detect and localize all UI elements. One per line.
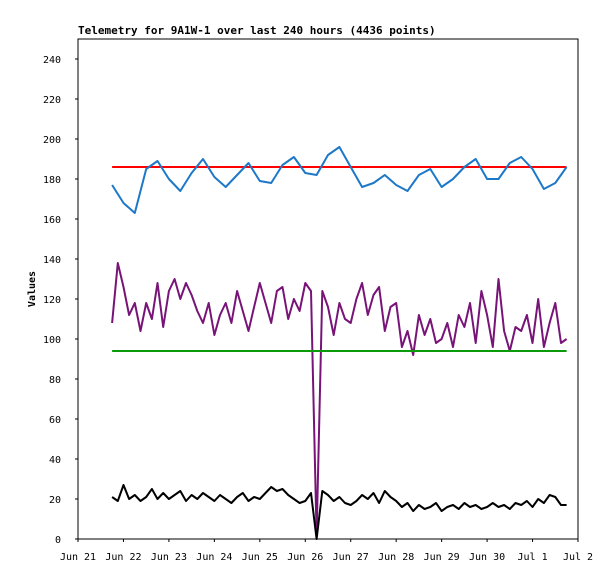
plot-frame bbox=[77, 38, 579, 540]
y-axis: 0 20 40 60 80 100 120 140 160 180 200 220 240 bbox=[43, 55, 78, 546]
series-line-3 bbox=[111, 262, 568, 536]
y-tick-label: 220 bbox=[43, 95, 61, 106]
y-axis-label: Values bbox=[27, 271, 38, 307]
x-tick-label: Jun 25 bbox=[242, 552, 278, 563]
y-tick-label: 100 bbox=[43, 335, 61, 346]
x-tick-label: Jun 29 bbox=[424, 552, 460, 563]
series-layer bbox=[111, 146, 568, 540]
y-tick-label: 20 bbox=[49, 495, 61, 506]
y-tick-label: 80 bbox=[49, 375, 61, 386]
y-tick-label: 180 bbox=[43, 175, 61, 186]
x-tick-label: Jun 23 bbox=[151, 552, 187, 563]
y-tick-label: 120 bbox=[43, 295, 61, 306]
series-line-5 bbox=[111, 484, 567, 540]
x-tick-label: Jun 30 bbox=[469, 552, 505, 563]
chart-title: Telemetry for 9A1W-1 over last 240 hours… bbox=[78, 24, 436, 37]
x-tick-label: Jun 24 bbox=[196, 552, 232, 563]
series-line-2 bbox=[111, 146, 568, 214]
y-tick-label: 140 bbox=[43, 255, 61, 266]
y-tick-label: 40 bbox=[49, 455, 61, 466]
y-tick-label: 200 bbox=[43, 135, 61, 146]
x-tick-label: Jul 2 bbox=[563, 552, 593, 563]
y-tick-label: 240 bbox=[43, 55, 61, 66]
y-tick-label: 0 bbox=[55, 535, 61, 546]
x-tick-label: Jun 26 bbox=[287, 552, 323, 563]
x-tick-label: Jun 28 bbox=[378, 552, 414, 563]
y-tick-label: 60 bbox=[49, 415, 61, 426]
x-tick-label: Jun 22 bbox=[105, 552, 141, 563]
x-tick-label: Jun 21 bbox=[60, 552, 96, 563]
x-axis: Jun 21 Jun 22 Jun 23 Jun 24 Jun 25 Jun 26 Jun … bbox=[60, 539, 593, 563]
x-tick-label: Jun 27 bbox=[333, 552, 369, 563]
x-tick-label: Jul 1 bbox=[517, 552, 547, 563]
y-tick-label: 160 bbox=[43, 215, 61, 226]
